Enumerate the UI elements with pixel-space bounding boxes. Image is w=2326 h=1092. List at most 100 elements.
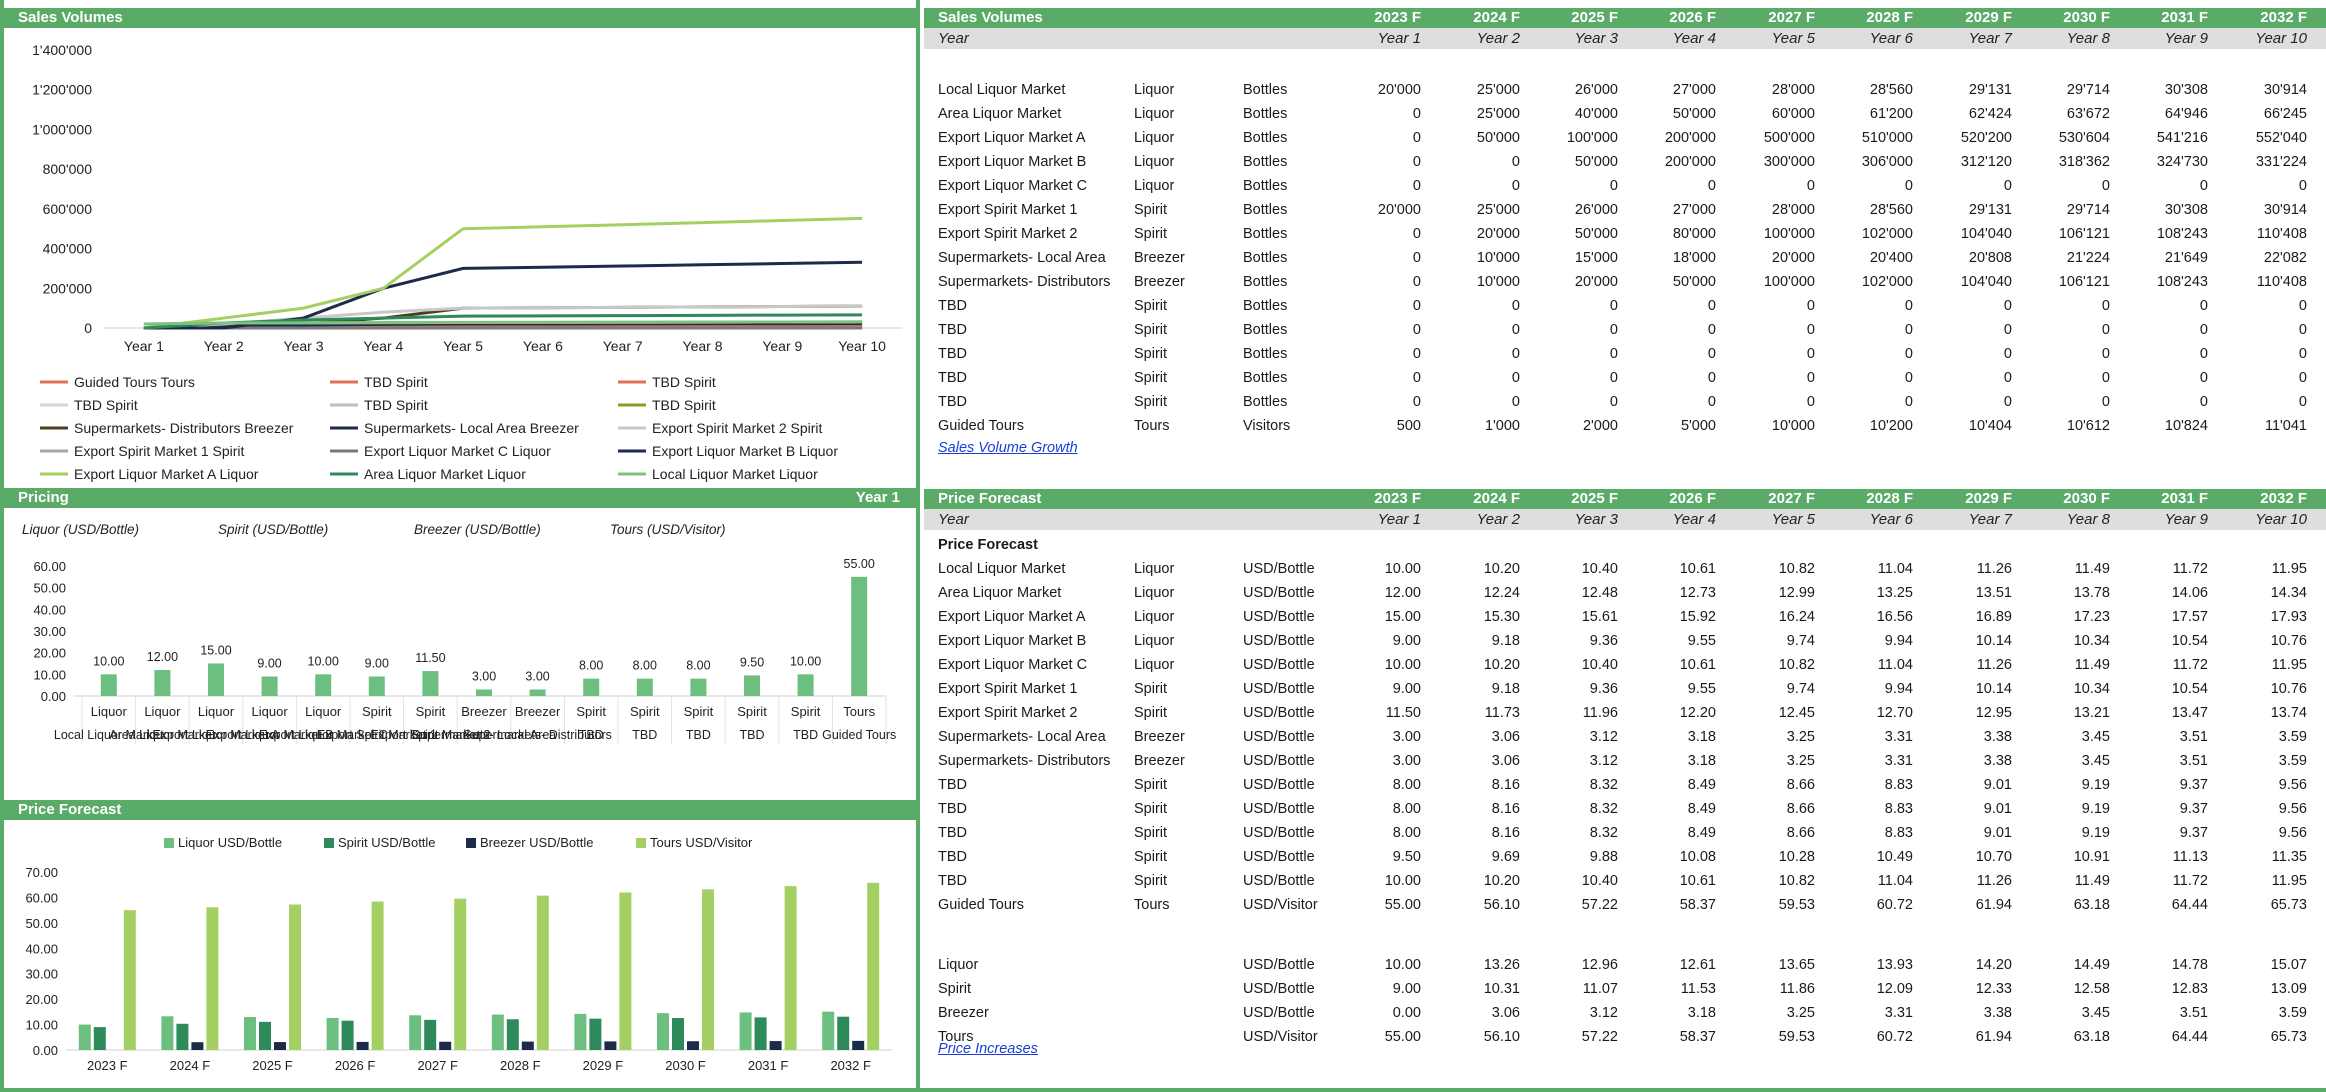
column-header: 2028 F (1866, 490, 1913, 507)
forecast-bar (822, 1011, 835, 1050)
row-value: 318'362 (2058, 154, 2110, 170)
row-value: 11.50 (1385, 705, 1421, 721)
row-value: 200'000 (1664, 130, 1716, 146)
y-tick-label: 70.00 (25, 865, 58, 880)
row-value: 0 (2101, 394, 2110, 410)
row-value: 50'000 (1672, 274, 1716, 290)
left-border (0, 0, 4, 1092)
row-value: 0 (1904, 322, 1913, 338)
row-value: 3.12 (1589, 729, 1618, 745)
row-value: 0 (1609, 346, 1618, 362)
row-value: 3.06 (1491, 753, 1520, 769)
row-value: 50'000 (1672, 106, 1716, 122)
row-value: 0 (1904, 298, 1913, 314)
row-unit: Bottles (1243, 346, 1288, 362)
row-value: 10.91 (2073, 849, 2110, 865)
row-value: 3.51 (2179, 729, 2208, 745)
forecast-bar (123, 910, 136, 1050)
section-title: Price Forecast (938, 537, 1038, 553)
table-row: Spirit USD/Bottle 9.00 10.31 11.07 11.53 11.86… (924, 977, 2326, 1001)
row-name: TBD (938, 801, 967, 817)
row-value: 10'000 (1476, 274, 1520, 290)
row-value: 20'808 (1968, 250, 2012, 266)
row-value: 10.20 (1483, 657, 1520, 673)
row-unit: Bottles (1243, 250, 1288, 266)
row-value: 3.25 (1786, 753, 1815, 769)
row-value: 10.34 (2073, 681, 2110, 697)
row-value: 0 (2298, 346, 2307, 362)
price-forecast-chart-title: Price Forecast (18, 801, 122, 818)
section-title-row: Price Forecast (924, 533, 2326, 557)
row-value: 63.18 (2073, 1029, 2110, 1045)
x-tick-label: Year 4 (363, 338, 403, 354)
row-name: Supermarkets- Distributors (938, 753, 1111, 769)
forecast-bar (409, 1015, 422, 1050)
row-value: 8.16 (1491, 825, 1520, 841)
row-value: 11.49 (2074, 561, 2110, 577)
row-value: 3.18 (1687, 753, 1716, 769)
row-unit: Bottles (1243, 274, 1288, 290)
row-value: 11.86 (1779, 981, 1815, 997)
row-value: 0 (2298, 178, 2307, 194)
row-type: Breezer (1134, 250, 1185, 266)
legend-label: Export Liquor Market C Liquor (364, 443, 551, 459)
row-value: 9.37 (2179, 825, 2208, 841)
row-value: 3.18 (1687, 729, 1716, 745)
row-value: 0 (1412, 370, 1421, 386)
row-value: 3.31 (1884, 729, 1913, 745)
x-tick-label: Year 8 (683, 338, 723, 354)
data-label: 10.00 (308, 654, 339, 668)
price-bar (100, 674, 117, 696)
row-unit: Bottles (1243, 82, 1288, 98)
row-value: 9.18 (1491, 633, 1520, 649)
y-tick-label: 50.00 (25, 916, 58, 931)
row-value: 3.00 (1392, 729, 1421, 745)
row-value: 8.83 (1884, 801, 1913, 817)
row-value: 8.32 (1589, 825, 1618, 841)
row-value: 110'408 (2256, 274, 2307, 290)
y-tick-label: 30.00 (33, 624, 66, 639)
y-tick-label: 10.00 (25, 1018, 58, 1033)
row-value: 12.20 (1679, 705, 1716, 721)
row-value: 30'308 (2164, 202, 2208, 218)
row-value: 0 (1609, 178, 1618, 194)
row-value: 27'000 (1672, 82, 1716, 98)
row-value: 25'000 (1476, 106, 1520, 122)
price-increases-link[interactable]: Price Increases (938, 1041, 1038, 1057)
category-label: Spirit (684, 704, 714, 719)
forecast-bar (274, 1042, 286, 1050)
pricing-chart-header: Pricing Year 1 (4, 488, 916, 508)
subcategory-label: Export Spirit Market 1 (317, 728, 437, 742)
unit-label: Spirit (USD/Bottle) (218, 522, 328, 537)
forecast-bar (326, 1017, 339, 1050)
data-label: 55.00 (844, 557, 875, 571)
row-value: 3.59 (2278, 753, 2307, 769)
row-value: 8.16 (1491, 777, 1520, 793)
row-value: 0 (2199, 298, 2208, 314)
legend-label: TBD Spirit (364, 374, 428, 390)
subcategory-label: Export Liquor Market B (206, 728, 334, 742)
row-value: 110'408 (2256, 226, 2307, 242)
row-value: 0 (1806, 178, 1815, 194)
summary-row-name: Breezer (938, 1005, 989, 1021)
price-bar (851, 576, 868, 696)
row-name: Export Liquor Market B (938, 633, 1087, 649)
x-tick-label: Year 9 (762, 338, 802, 354)
forecast-bar (161, 1016, 174, 1050)
row-value: 3.45 (2081, 753, 2110, 769)
row-value: 0 (1707, 370, 1716, 386)
row-value: 64.44 (2171, 1029, 2208, 1045)
year-header: Year 7 (1968, 30, 2012, 47)
row-value: 0 (1904, 346, 1913, 362)
table-row: TBD Spirit USD/Bottle 8.00 8.16 8.32 8.49 8.66 8… (924, 773, 2326, 797)
row-value: 80'000 (1672, 226, 1716, 242)
y-tick-label: 60.00 (25, 890, 58, 905)
row-name: TBD (938, 322, 967, 338)
row-value: 11.13 (2172, 849, 2208, 865)
row-value: 0 (1707, 178, 1716, 194)
row-value: 13.65 (1778, 957, 1815, 973)
row-value: 28'000 (1771, 202, 1815, 218)
row-value: 3.25 (1786, 1005, 1815, 1021)
row-value: 106'121 (2058, 274, 2110, 290)
sales-volume-growth-link[interactable]: Sales Volume Growth (938, 440, 1078, 456)
